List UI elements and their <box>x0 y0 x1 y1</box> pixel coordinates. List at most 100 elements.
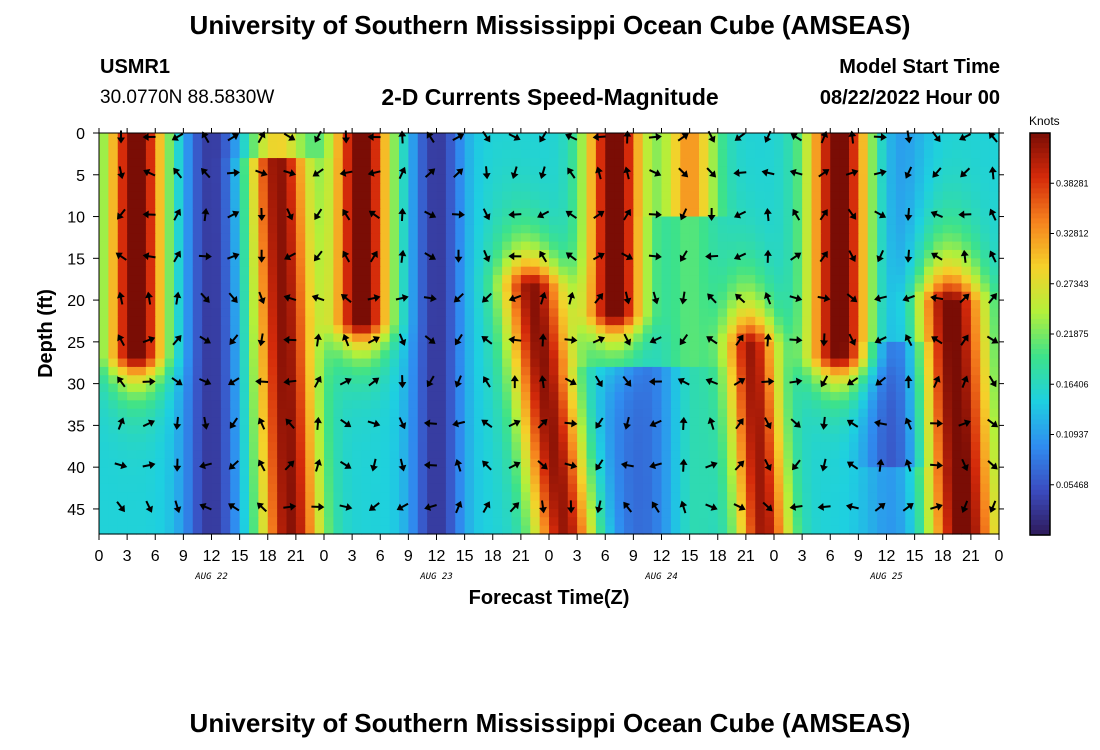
heatmap-cell <box>914 433 925 443</box>
heatmap-cell <box>933 316 944 326</box>
heatmap-cell <box>483 525 494 535</box>
heatmap-cell <box>427 425 438 435</box>
heatmap-cell <box>933 325 944 335</box>
heatmap-cell <box>970 467 981 477</box>
heatmap-cell <box>830 442 841 452</box>
heatmap-cell <box>342 141 353 151</box>
heatmap-cell <box>108 325 119 335</box>
heatmap-cell <box>127 458 138 468</box>
heatmap-cell <box>895 224 906 234</box>
heatmap-cell <box>417 208 428 218</box>
heatmap-cell <box>905 517 916 527</box>
heatmap-cell <box>464 450 475 460</box>
heatmap-cell <box>924 158 934 168</box>
heatmap-cell <box>577 341 588 351</box>
heatmap-cell <box>933 525 944 535</box>
heatmap-cell <box>230 350 241 360</box>
heatmap-cell <box>474 208 484 218</box>
heatmap-cell <box>699 442 709 452</box>
heatmap-cell <box>333 249 344 259</box>
heatmap-cell <box>577 400 588 410</box>
heatmap-cell <box>877 275 888 284</box>
heatmap-cell <box>389 291 400 301</box>
current-arrow <box>904 130 913 144</box>
heatmap-cell <box>839 408 850 418</box>
heatmap-cell <box>108 275 119 284</box>
heatmap-cell <box>858 166 869 176</box>
heatmap-cell <box>352 341 363 351</box>
heatmap-cell <box>202 191 213 201</box>
heatmap-cell <box>811 208 822 218</box>
heatmap-cell <box>99 467 109 477</box>
arrow-head <box>790 133 798 141</box>
heatmap-cell <box>155 450 166 460</box>
heatmap-cell <box>389 458 400 468</box>
heatmap-cell <box>727 233 738 243</box>
heatmap-cell <box>708 158 719 168</box>
heatmap-cell <box>389 174 400 184</box>
heatmap-cell <box>277 249 288 259</box>
heatmap-cell <box>399 224 409 234</box>
heatmap-cell <box>605 442 616 452</box>
heatmap-cell <box>549 442 559 452</box>
heatmap-cell <box>417 450 428 460</box>
heatmap-cell <box>652 450 663 460</box>
heatmap-cell <box>858 233 869 243</box>
heatmap-cell <box>577 224 588 234</box>
heatmap-cell <box>455 300 466 310</box>
heatmap-cell <box>980 358 991 368</box>
heatmap-cell <box>380 350 391 360</box>
heatmap-cell <box>389 199 400 209</box>
heatmap-cell <box>127 241 138 251</box>
heatmap-cell <box>886 141 897 151</box>
heatmap-cell <box>183 199 194 209</box>
heatmap-cell <box>511 391 522 401</box>
heatmap-cell <box>783 241 794 251</box>
heatmap-cell <box>445 350 456 360</box>
heatmap-cell <box>764 141 775 151</box>
heatmap-cell <box>624 258 634 268</box>
heatmap-cell <box>361 316 372 326</box>
heatmap-cell <box>239 433 250 443</box>
heatmap-cell <box>286 291 297 301</box>
heatmap-cell <box>211 325 222 335</box>
heatmap-cell <box>727 316 738 326</box>
heatmap-cell <box>230 508 241 518</box>
heatmap-cell <box>305 492 316 502</box>
heatmap-cell <box>333 308 344 318</box>
heatmap-cell <box>295 500 306 510</box>
heatmap-cell <box>989 517 1000 527</box>
heatmap-cell <box>249 525 259 535</box>
heatmap-cell <box>220 492 231 502</box>
heatmap-cell <box>642 266 653 276</box>
heatmap-cell <box>249 517 259 527</box>
heatmap-cell <box>792 149 803 159</box>
heatmap-cell <box>867 475 878 485</box>
heatmap-cell <box>174 316 184 326</box>
heatmap-cell <box>727 517 738 527</box>
heatmap-cell <box>164 191 175 201</box>
heatmap-cell <box>464 258 475 268</box>
heatmap-cell <box>492 417 503 426</box>
heatmap-cell <box>136 492 147 502</box>
heatmap-cell <box>333 208 344 218</box>
heatmap-cell <box>708 333 719 343</box>
arrow-head <box>655 252 662 261</box>
heatmap-cell <box>464 517 475 527</box>
heatmap-cell <box>708 400 719 410</box>
heatmap-cell <box>970 333 981 343</box>
heatmap-cell <box>464 216 475 226</box>
heatmap-cell <box>183 258 194 268</box>
heatmap-cell <box>895 425 906 435</box>
heatmap-cell <box>586 191 597 201</box>
heatmap-cell <box>830 325 841 335</box>
heatmap-cell <box>520 417 531 426</box>
heatmap-cell <box>192 166 203 176</box>
heatmap-cell <box>389 216 400 226</box>
heatmap-cell <box>605 417 616 426</box>
heatmap-cell <box>633 291 644 301</box>
heatmap-cell <box>464 275 475 284</box>
heatmap-cell <box>764 325 775 335</box>
heatmap-cell <box>558 333 569 343</box>
heatmap-cell <box>333 383 344 393</box>
